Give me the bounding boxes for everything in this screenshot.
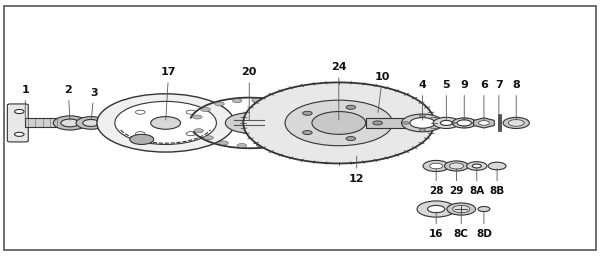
Circle shape (219, 141, 229, 145)
Circle shape (445, 161, 469, 171)
Circle shape (419, 114, 425, 117)
Circle shape (346, 136, 356, 141)
Circle shape (193, 115, 202, 119)
Circle shape (478, 207, 490, 211)
Circle shape (252, 98, 262, 102)
Circle shape (61, 119, 79, 127)
Circle shape (417, 201, 455, 217)
Circle shape (186, 110, 196, 114)
Circle shape (463, 118, 466, 120)
Text: 8B: 8B (490, 169, 505, 196)
Circle shape (151, 116, 181, 129)
Text: 20: 20 (242, 67, 257, 120)
Circle shape (428, 205, 445, 213)
Circle shape (115, 101, 217, 144)
Circle shape (270, 101, 280, 105)
Circle shape (274, 140, 284, 144)
Circle shape (295, 113, 305, 117)
Circle shape (467, 162, 487, 170)
Circle shape (136, 132, 145, 136)
Circle shape (186, 132, 196, 136)
Text: 8D: 8D (476, 212, 492, 239)
Text: 10: 10 (375, 72, 390, 113)
Circle shape (302, 111, 312, 115)
Text: 12: 12 (349, 156, 364, 184)
Circle shape (53, 116, 87, 130)
Circle shape (201, 108, 211, 112)
Circle shape (457, 120, 472, 126)
Circle shape (508, 120, 524, 126)
Text: 9: 9 (460, 80, 468, 120)
Circle shape (237, 143, 247, 147)
Text: 16: 16 (429, 212, 443, 239)
Circle shape (452, 118, 476, 128)
Circle shape (312, 112, 365, 134)
Circle shape (452, 205, 470, 213)
Text: 7: 7 (495, 80, 503, 120)
Text: 3: 3 (90, 88, 98, 120)
Polygon shape (473, 118, 494, 128)
Circle shape (373, 121, 382, 125)
Text: 8A: 8A (469, 169, 484, 196)
Circle shape (440, 120, 452, 125)
Circle shape (285, 100, 392, 146)
Text: 1: 1 (22, 85, 29, 120)
FancyBboxPatch shape (25, 118, 67, 127)
Circle shape (285, 106, 295, 110)
Circle shape (488, 162, 506, 170)
Circle shape (401, 114, 443, 132)
Text: 24: 24 (331, 62, 347, 120)
Circle shape (346, 105, 356, 109)
Circle shape (136, 110, 145, 114)
Text: 29: 29 (449, 169, 464, 196)
Circle shape (243, 82, 434, 163)
Circle shape (302, 131, 312, 135)
Circle shape (472, 122, 476, 124)
Circle shape (453, 122, 457, 124)
Circle shape (479, 121, 490, 125)
Circle shape (97, 94, 235, 152)
Circle shape (232, 99, 242, 103)
Circle shape (296, 127, 306, 131)
Text: 28: 28 (429, 169, 443, 196)
Circle shape (419, 129, 425, 131)
Circle shape (215, 102, 224, 106)
Circle shape (436, 122, 442, 124)
Text: 5: 5 (443, 80, 450, 120)
Text: 6: 6 (480, 80, 488, 120)
Circle shape (410, 118, 435, 128)
Circle shape (194, 129, 203, 133)
Circle shape (204, 136, 213, 140)
Circle shape (76, 116, 106, 129)
Circle shape (423, 161, 449, 172)
Circle shape (83, 120, 99, 126)
Circle shape (433, 117, 460, 129)
Circle shape (447, 203, 476, 215)
Bar (365, 118, 413, 128)
Text: 8C: 8C (454, 212, 469, 239)
Circle shape (14, 132, 24, 136)
Text: 2: 2 (64, 85, 72, 120)
Circle shape (130, 134, 154, 144)
Circle shape (226, 113, 273, 133)
Circle shape (463, 126, 466, 128)
Text: 8: 8 (512, 80, 520, 120)
Text: 17: 17 (161, 67, 176, 120)
FancyBboxPatch shape (407, 120, 418, 126)
FancyBboxPatch shape (7, 104, 28, 142)
Circle shape (403, 122, 409, 124)
Circle shape (430, 163, 443, 169)
Circle shape (14, 110, 24, 114)
Circle shape (503, 117, 529, 129)
Circle shape (472, 164, 481, 168)
Circle shape (256, 143, 266, 147)
Circle shape (288, 134, 298, 138)
Circle shape (449, 163, 464, 169)
Text: 4: 4 (418, 80, 427, 120)
